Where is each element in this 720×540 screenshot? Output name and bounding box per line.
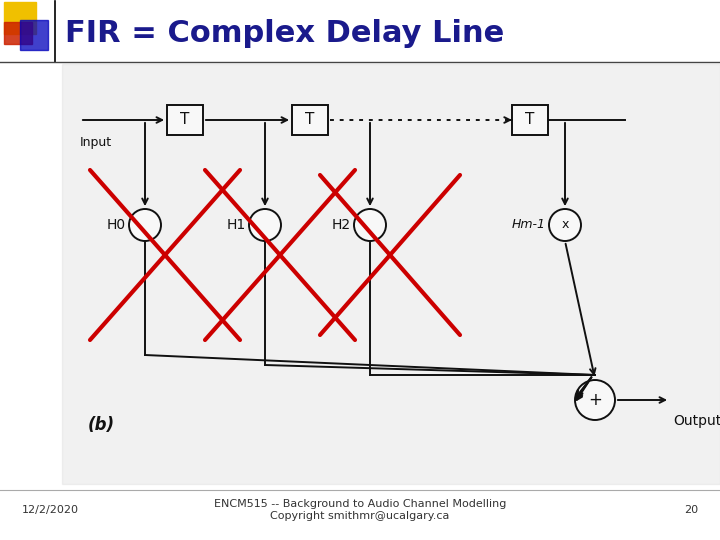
Text: x: x	[562, 219, 569, 232]
Text: T: T	[526, 112, 535, 127]
Bar	[4, 22, 32, 44]
Text: H1: H1	[227, 218, 246, 232]
Text: H0: H0	[107, 218, 126, 232]
Text: Output: Output	[673, 414, 720, 428]
Text: Hm-1: Hm-1	[512, 219, 546, 232]
Text: 20: 20	[684, 505, 698, 515]
Circle shape	[354, 209, 386, 241]
Bar	[292, 105, 328, 135]
Circle shape	[549, 209, 581, 241]
Bar	[4, 2, 36, 34]
Bar	[62, 64, 720, 484]
Text: H2: H2	[332, 218, 351, 232]
Text: ENCM515 -- Background to Audio Channel Modelling
Copyright smithmr@ucalgary.ca: ENCM515 -- Background to Audio Channel M…	[214, 499, 506, 521]
Text: +: +	[588, 391, 602, 409]
Text: T: T	[180, 112, 189, 127]
Circle shape	[249, 209, 281, 241]
Text: FIR = Complex Delay Line: FIR = Complex Delay Line	[65, 18, 504, 48]
Circle shape	[575, 380, 615, 420]
Text: (b): (b)	[88, 416, 115, 434]
Bar	[512, 105, 548, 135]
Circle shape	[129, 209, 161, 241]
Text: T: T	[305, 112, 315, 127]
Text: 12/2/2020: 12/2/2020	[22, 505, 79, 515]
Bar	[20, 20, 48, 50]
Bar	[167, 105, 203, 135]
Text: Input: Input	[80, 136, 112, 149]
